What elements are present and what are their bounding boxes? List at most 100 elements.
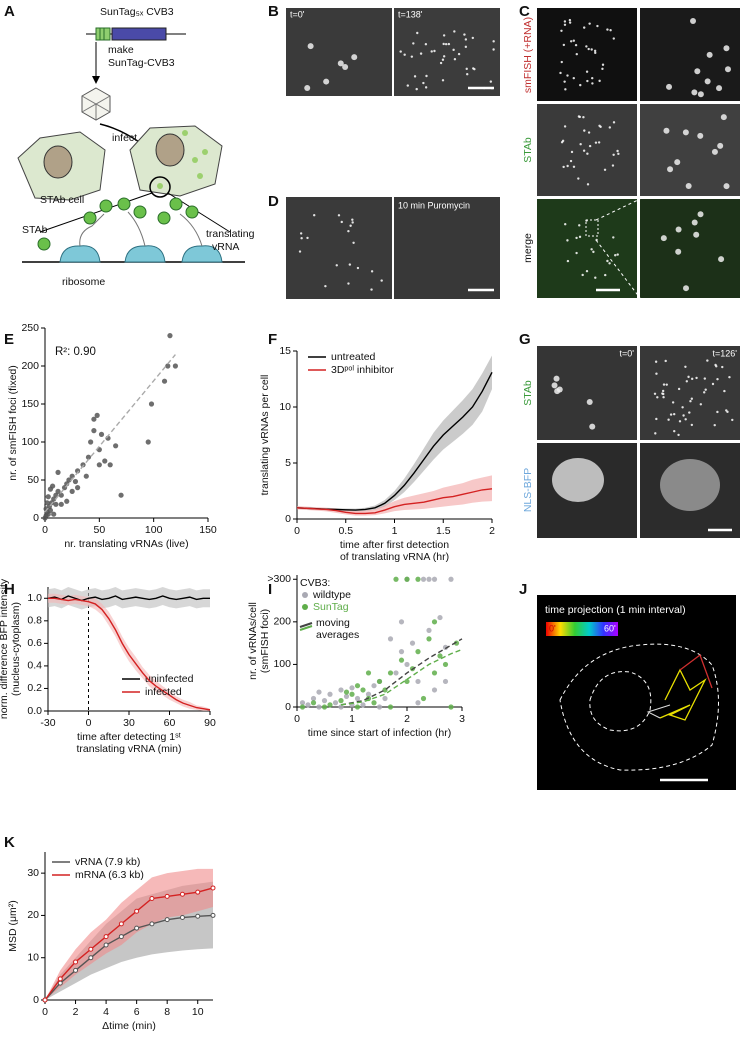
legend-label: 3Dᵖᵒˡ inhibitor — [331, 364, 394, 376]
point — [53, 501, 59, 507]
point — [50, 483, 56, 489]
spot — [581, 273, 584, 277]
point — [64, 498, 70, 504]
spot — [723, 183, 730, 190]
spot — [551, 382, 558, 389]
spot — [667, 418, 670, 421]
spot — [695, 376, 698, 380]
dot — [182, 130, 188, 136]
stab — [83, 211, 97, 225]
spot — [669, 413, 673, 416]
marker — [88, 955, 94, 961]
spot — [726, 410, 729, 414]
spot — [324, 284, 327, 288]
spot — [347, 229, 350, 233]
spot — [606, 28, 609, 31]
panel-label: C — [519, 3, 530, 20]
spot — [661, 392, 664, 395]
projection-title: time projection (1 min interval) — [545, 604, 686, 616]
stab-label: STAb — [22, 224, 48, 236]
color-scale — [546, 622, 618, 636]
spot — [585, 45, 588, 48]
time-label: t=0' — [620, 348, 635, 358]
point — [321, 698, 328, 704]
point — [66, 477, 72, 483]
x-axis-label: time after detecting 1ˢᵗ — [77, 731, 181, 743]
spot — [412, 42, 415, 45]
images: t=0' t=138' smFISH (+RNA) STAb merge 10 … — [286, 8, 740, 790]
micrograph — [640, 199, 740, 298]
spot — [590, 48, 593, 51]
error-band — [297, 475, 492, 516]
spot — [313, 214, 316, 217]
row-label: merge — [522, 233, 534, 263]
point — [404, 661, 410, 668]
line — [48, 597, 211, 711]
point — [310, 695, 317, 702]
marker — [88, 946, 94, 952]
y-tick-label: 5 — [285, 457, 291, 469]
spot — [594, 276, 597, 279]
y-tick-label: 15 — [279, 345, 291, 357]
point — [398, 657, 405, 663]
spot — [323, 78, 330, 85]
x-tick-label: 1 — [349, 713, 355, 725]
spot — [578, 224, 581, 227]
spot — [464, 45, 468, 49]
spot — [716, 410, 719, 414]
row-label: STAb — [522, 137, 534, 163]
ribosome — [124, 245, 166, 263]
spot — [342, 64, 349, 71]
point — [420, 576, 427, 582]
spot — [577, 177, 580, 180]
spot — [603, 168, 607, 171]
spot — [588, 144, 592, 148]
track — [646, 704, 671, 719]
spot — [674, 159, 681, 166]
spot — [337, 214, 341, 217]
cvb3-box — [111, 27, 167, 41]
spot — [656, 396, 659, 399]
spot — [599, 125, 602, 129]
marker — [134, 908, 140, 914]
point — [349, 685, 355, 691]
y-tick-label: 200 — [273, 616, 291, 628]
x-tick-label: 150 — [199, 524, 217, 536]
spot — [609, 28, 612, 32]
spot — [466, 73, 469, 76]
panel-label: A — [4, 3, 15, 20]
point — [453, 640, 460, 646]
spot — [601, 63, 605, 66]
point — [172, 363, 178, 369]
point — [321, 704, 328, 710]
spot — [595, 238, 598, 242]
spot — [663, 127, 670, 134]
point — [51, 496, 57, 502]
spot — [444, 42, 448, 46]
legend-swatch — [299, 622, 313, 628]
point — [354, 695, 361, 702]
spot — [424, 43, 428, 46]
marker — [195, 913, 201, 919]
point — [349, 691, 355, 697]
x-tick-label: 0 — [294, 525, 300, 537]
zoom-box — [585, 219, 599, 237]
nucleus-outline — [589, 671, 652, 732]
spot — [457, 52, 461, 56]
marker — [73, 967, 79, 973]
spot — [703, 377, 707, 380]
spot — [553, 375, 560, 382]
y-tick-label: 0.2 — [27, 682, 42, 694]
point — [327, 691, 333, 697]
spot — [419, 52, 423, 55]
point — [316, 704, 322, 710]
point — [448, 576, 454, 582]
point — [51, 511, 57, 517]
spot — [351, 221, 354, 224]
scale-label: 0' — [549, 623, 556, 633]
spot — [579, 83, 582, 87]
x-tick-label: 30 — [123, 717, 135, 729]
spot — [660, 235, 667, 242]
spot — [591, 82, 594, 85]
point — [415, 700, 421, 706]
